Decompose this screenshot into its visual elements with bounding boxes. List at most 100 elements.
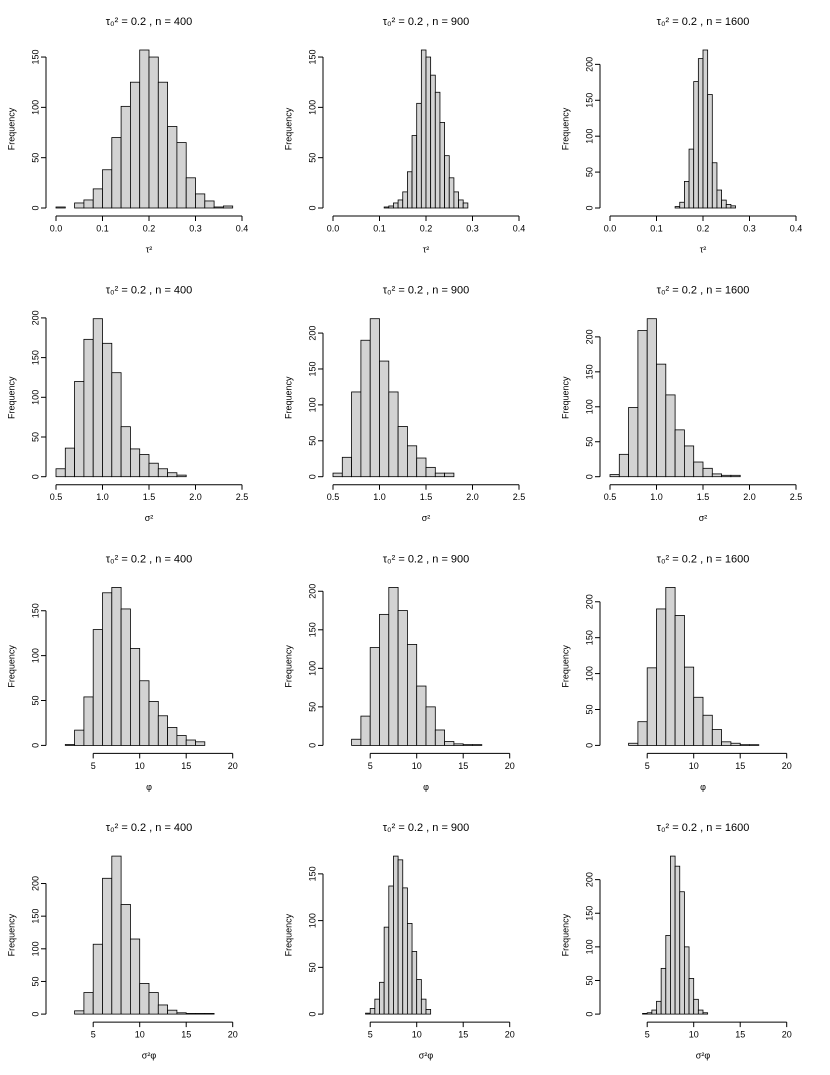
bar: [111, 372, 122, 478]
bar: [416, 979, 422, 1015]
x-tick-label: 15: [458, 1029, 468, 1039]
bar: [656, 1000, 662, 1015]
bar: [430, 74, 436, 209]
bar: [609, 474, 620, 478]
x-tick-label: 0.5: [50, 492, 63, 502]
y-tick-label: 0: [584, 1012, 594, 1017]
x-tick-label: 2.5: [236, 492, 249, 502]
bar: [651, 1009, 657, 1015]
x-axis-label: σ²φ: [696, 1050, 711, 1060]
bar: [388, 885, 394, 1015]
bar: [139, 983, 150, 1015]
y-tick-label: 50: [584, 975, 594, 985]
bar: [388, 205, 394, 209]
bar: [369, 1008, 376, 1015]
bar: [83, 199, 94, 209]
y-axis-label: Frequency: [6, 107, 16, 150]
bar: [195, 1013, 206, 1015]
bar: [176, 142, 187, 209]
bar: [472, 744, 483, 746]
x-axis-label: σ²φ: [419, 1050, 434, 1060]
bar: [351, 738, 362, 746]
y-tick-label: 200: [307, 326, 317, 341]
bar: [83, 696, 94, 746]
x-tick-label: 0.2: [143, 223, 156, 233]
y-tick-label: 0: [30, 474, 40, 479]
bar: [64, 744, 76, 746]
y-tick-label: 150: [584, 364, 594, 379]
bar: [711, 473, 722, 478]
y-tick-label: 0: [30, 743, 40, 748]
bar: [628, 742, 639, 746]
x-axis-label: φ: [146, 782, 152, 792]
bar: [102, 169, 113, 209]
panel-title: τ₀² = 0.2 , n = 1600: [657, 16, 750, 28]
bar: [332, 472, 343, 478]
bar: [749, 744, 760, 746]
y-tick-label: 200: [584, 872, 594, 887]
y-tick-label: 50: [30, 432, 40, 442]
x-tick-label: 2.0: [466, 492, 479, 502]
x-axis-label: φ: [700, 782, 706, 792]
bar: [397, 426, 408, 478]
bar: [702, 1012, 709, 1015]
bar: [129, 648, 141, 746]
bar: [628, 407, 639, 478]
bar: [646, 667, 657, 746]
x-tick-label: 1.5: [143, 492, 156, 502]
bar: [374, 998, 380, 1015]
bar: [111, 137, 122, 209]
y-tick-label: 150: [584, 93, 594, 108]
x-tick-label: 1.0: [373, 492, 386, 502]
bar: [674, 615, 685, 746]
y-tick-label: 200: [584, 57, 594, 72]
bar: [195, 741, 206, 746]
x-tick-label: 0.2: [420, 223, 433, 233]
bar: [416, 457, 427, 478]
x-tick-label: 2.0: [189, 492, 202, 502]
bar: [92, 943, 103, 1015]
y-tick-label: 0: [584, 743, 594, 748]
x-tick-label: 2.0: [743, 492, 756, 502]
x-tick-label: 1.0: [96, 492, 109, 502]
y-axis-label: Frequency: [560, 376, 570, 419]
bar: [74, 729, 85, 746]
x-tick-label: 15: [181, 761, 191, 771]
y-tick-label: 150: [307, 361, 317, 376]
bar: [693, 461, 704, 478]
y-tick-label: 50: [584, 704, 594, 714]
x-tick-label: 5: [91, 1029, 96, 1039]
y-tick-label: 150: [307, 866, 317, 881]
bar: [148, 462, 159, 478]
y-tick-label: 50: [307, 962, 317, 972]
x-tick-label: 10: [689, 1029, 699, 1039]
bar: [425, 56, 432, 209]
bar: [646, 318, 657, 478]
bar: [157, 81, 169, 209]
bar: [74, 1010, 85, 1015]
y-tick-label: 50: [584, 167, 594, 177]
bar: [129, 81, 141, 209]
bar: [176, 1012, 187, 1015]
bar: [444, 741, 455, 746]
bar: [637, 721, 648, 746]
bar: [120, 608, 131, 746]
bar: [148, 701, 159, 746]
bar: [406, 171, 413, 209]
x-tick-label: 15: [735, 1029, 745, 1039]
bar: [402, 191, 408, 209]
bar: [725, 204, 732, 209]
y-tick-label: 0: [30, 1012, 40, 1017]
x-tick-label: 5: [645, 761, 650, 771]
bar: [670, 855, 676, 1015]
x-tick-label: 1.0: [650, 492, 663, 502]
y-tick-label: 0: [584, 474, 594, 479]
y-tick-label: 150: [307, 622, 317, 637]
bar: [167, 1009, 178, 1015]
x-tick-label: 1.5: [697, 492, 710, 502]
bar: [439, 122, 446, 209]
bar: [185, 177, 196, 209]
x-tick-label: 20: [782, 761, 792, 771]
bar: [448, 177, 455, 209]
bar: [55, 206, 66, 209]
